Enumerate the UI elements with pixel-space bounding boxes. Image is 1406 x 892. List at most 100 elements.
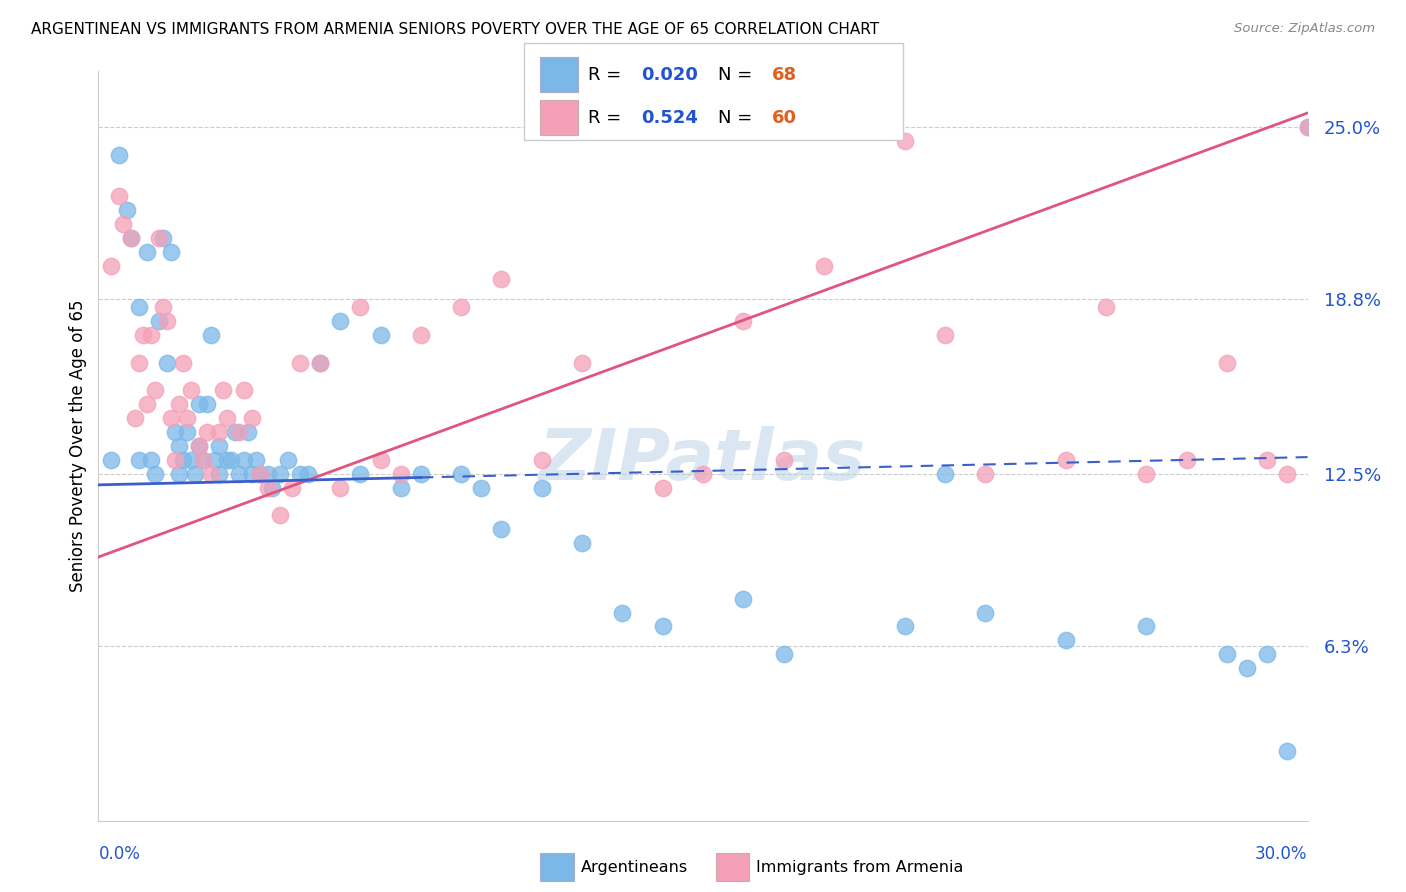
Text: R =: R = (588, 66, 627, 84)
Point (176, 411, 198, 425)
Point (152, 231, 174, 245)
Text: R =: R = (588, 109, 627, 127)
Point (934, 467, 956, 481)
Point (204, 453, 226, 467)
Point (1296, 120, 1319, 134)
Point (1054, 453, 1077, 467)
Point (409, 467, 432, 481)
Point (1296, 120, 1319, 134)
Point (139, 328, 162, 343)
Point (221, 453, 243, 467)
Point (156, 314, 179, 328)
Point (733, 591, 755, 606)
Point (389, 481, 412, 495)
Point (370, 453, 392, 467)
Point (309, 356, 332, 370)
Point (188, 439, 211, 453)
Point (240, 467, 263, 481)
Point (450, 300, 472, 314)
Point (349, 300, 371, 314)
Text: 0.524: 0.524 (641, 109, 697, 127)
Point (160, 411, 183, 425)
Point (470, 481, 492, 495)
Text: N =: N = (718, 66, 758, 84)
Text: Argentineans: Argentineans (581, 860, 688, 874)
Point (135, 397, 157, 411)
Point (491, 272, 513, 286)
Point (120, 231, 142, 245)
Point (128, 356, 150, 370)
Point (1135, 467, 1157, 481)
Point (1256, 647, 1278, 661)
Point (1175, 453, 1198, 467)
Point (172, 356, 194, 370)
Point (228, 467, 250, 481)
Point (370, 328, 392, 343)
Point (813, 259, 835, 273)
Point (160, 244, 183, 259)
Point (128, 453, 150, 467)
Point (152, 300, 174, 314)
Point (260, 481, 283, 495)
Point (232, 453, 254, 467)
Point (184, 467, 207, 481)
Point (297, 467, 319, 481)
Point (571, 536, 593, 550)
Point (1054, 633, 1077, 648)
Point (228, 425, 250, 439)
Point (733, 314, 755, 328)
Point (224, 425, 246, 439)
Point (240, 411, 263, 425)
Text: 60: 60 (772, 109, 797, 127)
Point (571, 356, 593, 370)
Point (651, 481, 673, 495)
Point (389, 467, 412, 481)
Text: Source: ZipAtlas.com: Source: ZipAtlas.com (1234, 22, 1375, 36)
Point (188, 397, 211, 411)
Point (934, 328, 956, 343)
Point (450, 467, 472, 481)
Point (249, 467, 271, 481)
Point (193, 453, 215, 467)
Point (893, 134, 915, 148)
Point (893, 619, 915, 633)
Point (167, 467, 190, 481)
Point (156, 356, 179, 370)
Point (217, 453, 239, 467)
Point (256, 467, 278, 481)
Point (100, 259, 122, 273)
Point (329, 481, 352, 495)
Text: Immigrants from Armenia: Immigrants from Armenia (756, 860, 963, 874)
Point (530, 453, 553, 467)
Point (217, 411, 239, 425)
Point (208, 425, 231, 439)
Point (200, 467, 222, 481)
Point (974, 606, 997, 620)
Point (107, 189, 129, 203)
Point (148, 231, 170, 245)
Text: 0.0%: 0.0% (98, 845, 141, 863)
Point (1216, 356, 1239, 370)
Point (188, 439, 211, 453)
Point (167, 397, 190, 411)
Point (172, 453, 194, 467)
Point (309, 356, 332, 370)
Point (195, 397, 218, 411)
Point (180, 384, 202, 398)
Point (167, 439, 190, 453)
Point (107, 147, 129, 161)
Point (143, 384, 166, 398)
Point (200, 328, 222, 343)
Point (120, 231, 142, 245)
Point (530, 481, 553, 495)
Point (249, 467, 271, 481)
Point (612, 606, 634, 620)
Point (269, 467, 291, 481)
Point (195, 425, 218, 439)
Point (139, 453, 162, 467)
Point (111, 217, 134, 231)
Point (143, 467, 166, 481)
Point (281, 481, 304, 495)
Text: ZIPatlas: ZIPatlas (540, 426, 866, 495)
Point (148, 314, 170, 328)
